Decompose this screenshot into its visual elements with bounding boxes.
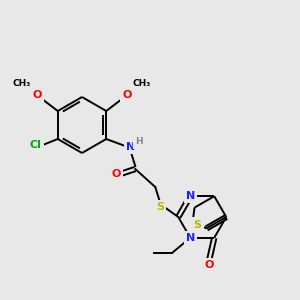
Text: N: N xyxy=(186,191,195,201)
Text: CH₃: CH₃ xyxy=(13,79,31,88)
Text: O: O xyxy=(123,90,132,100)
Text: N: N xyxy=(126,142,135,152)
Text: H: H xyxy=(135,137,143,146)
Text: S: S xyxy=(156,202,164,212)
Text: Cl: Cl xyxy=(30,140,42,150)
Text: O: O xyxy=(32,90,41,100)
Text: N: N xyxy=(186,233,195,243)
Text: CH₃: CH₃ xyxy=(132,79,150,88)
Text: S: S xyxy=(194,220,202,230)
Text: O: O xyxy=(205,260,214,270)
Text: O: O xyxy=(112,169,121,179)
